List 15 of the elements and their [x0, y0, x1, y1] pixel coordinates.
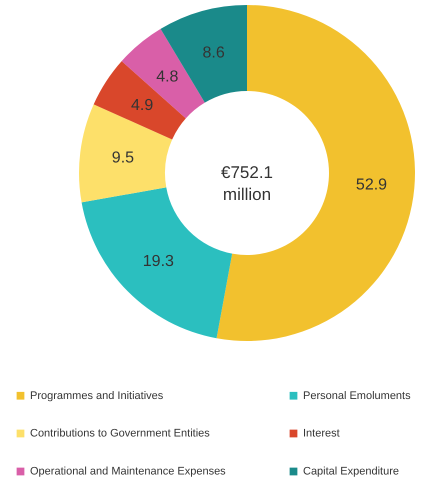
donut-slice [94, 61, 186, 140]
data-label: 52.9 [356, 176, 388, 194]
data-label: 4.8 [156, 68, 179, 86]
legend-label: Personal Emoluments [303, 390, 412, 402]
data-label: 8.6 [202, 44, 225, 62]
data-label: 9.5 [112, 150, 134, 167]
legend-label: Programmes and Initiatives [30, 390, 164, 402]
legend-label: Operational and Maintenance Expenses [30, 466, 226, 478]
data-label: 19.3 [142, 253, 174, 270]
legend-label: Contributions to Government Entities [30, 428, 210, 440]
legend-label: Capital Expenditure [303, 466, 400, 478]
donut-slice [122, 28, 205, 118]
data-label: 4.9 [130, 97, 154, 114]
text: €752.1 million [221, 163, 273, 204]
legend-label: Interest [303, 428, 340, 440]
